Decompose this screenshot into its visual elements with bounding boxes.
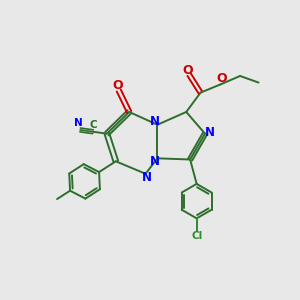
Text: O: O [216, 73, 226, 85]
Text: O: O [182, 64, 193, 76]
Text: Cl: Cl [191, 231, 202, 241]
Text: O: O [112, 79, 123, 92]
Text: N: N [205, 126, 215, 139]
Text: N: N [150, 155, 160, 168]
Text: N: N [142, 171, 152, 184]
Text: N: N [74, 118, 83, 128]
Text: N: N [150, 115, 160, 128]
Text: C: C [89, 120, 97, 130]
